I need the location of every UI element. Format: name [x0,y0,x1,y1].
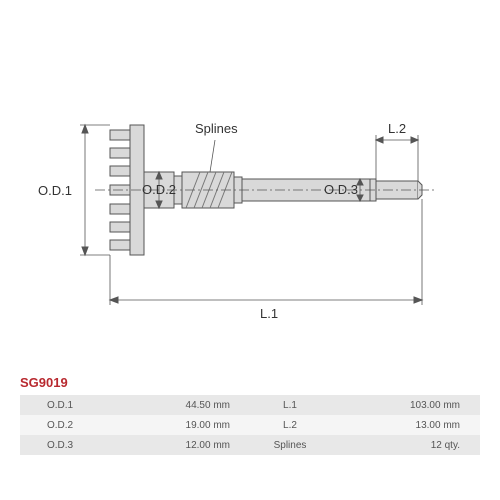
label-l2: L.2 [388,121,406,136]
technical-drawing: O.D.1 O.D.2 O.D.3 Splines L.2 L.1 [20,30,480,350]
spec-value: 12 qty. [330,435,480,455]
label-splines: Splines [195,121,238,136]
part-code: SG9019 [20,375,68,390]
spec-value: 19.00 mm [100,415,250,435]
spec-value: 44.50 mm [100,395,250,415]
spec-label: O.D.1 [20,395,100,415]
spec-label: O.D.3 [20,435,100,455]
table-row: O.D.3 12.00 mm Splines 12 qty. [20,435,480,455]
spec-label: Splines [250,435,330,455]
label-od1: O.D.1 [38,183,72,198]
spec-value: 12.00 mm [100,435,250,455]
label-od2: O.D.2 [142,182,176,197]
spec-label: O.D.2 [20,415,100,435]
spec-value: 13.00 mm [330,415,480,435]
label-l1: L.1 [260,306,278,321]
spec-value: 103.00 mm [330,395,480,415]
table-row: O.D.2 19.00 mm L.2 13.00 mm [20,415,480,435]
label-od3: O.D.3 [324,182,358,197]
spec-label: L.1 [250,395,330,415]
spec-table: O.D.1 44.50 mm L.1 103.00 mm O.D.2 19.00… [20,395,480,455]
table-row: O.D.1 44.50 mm L.1 103.00 mm [20,395,480,415]
spec-label: L.2 [250,415,330,435]
